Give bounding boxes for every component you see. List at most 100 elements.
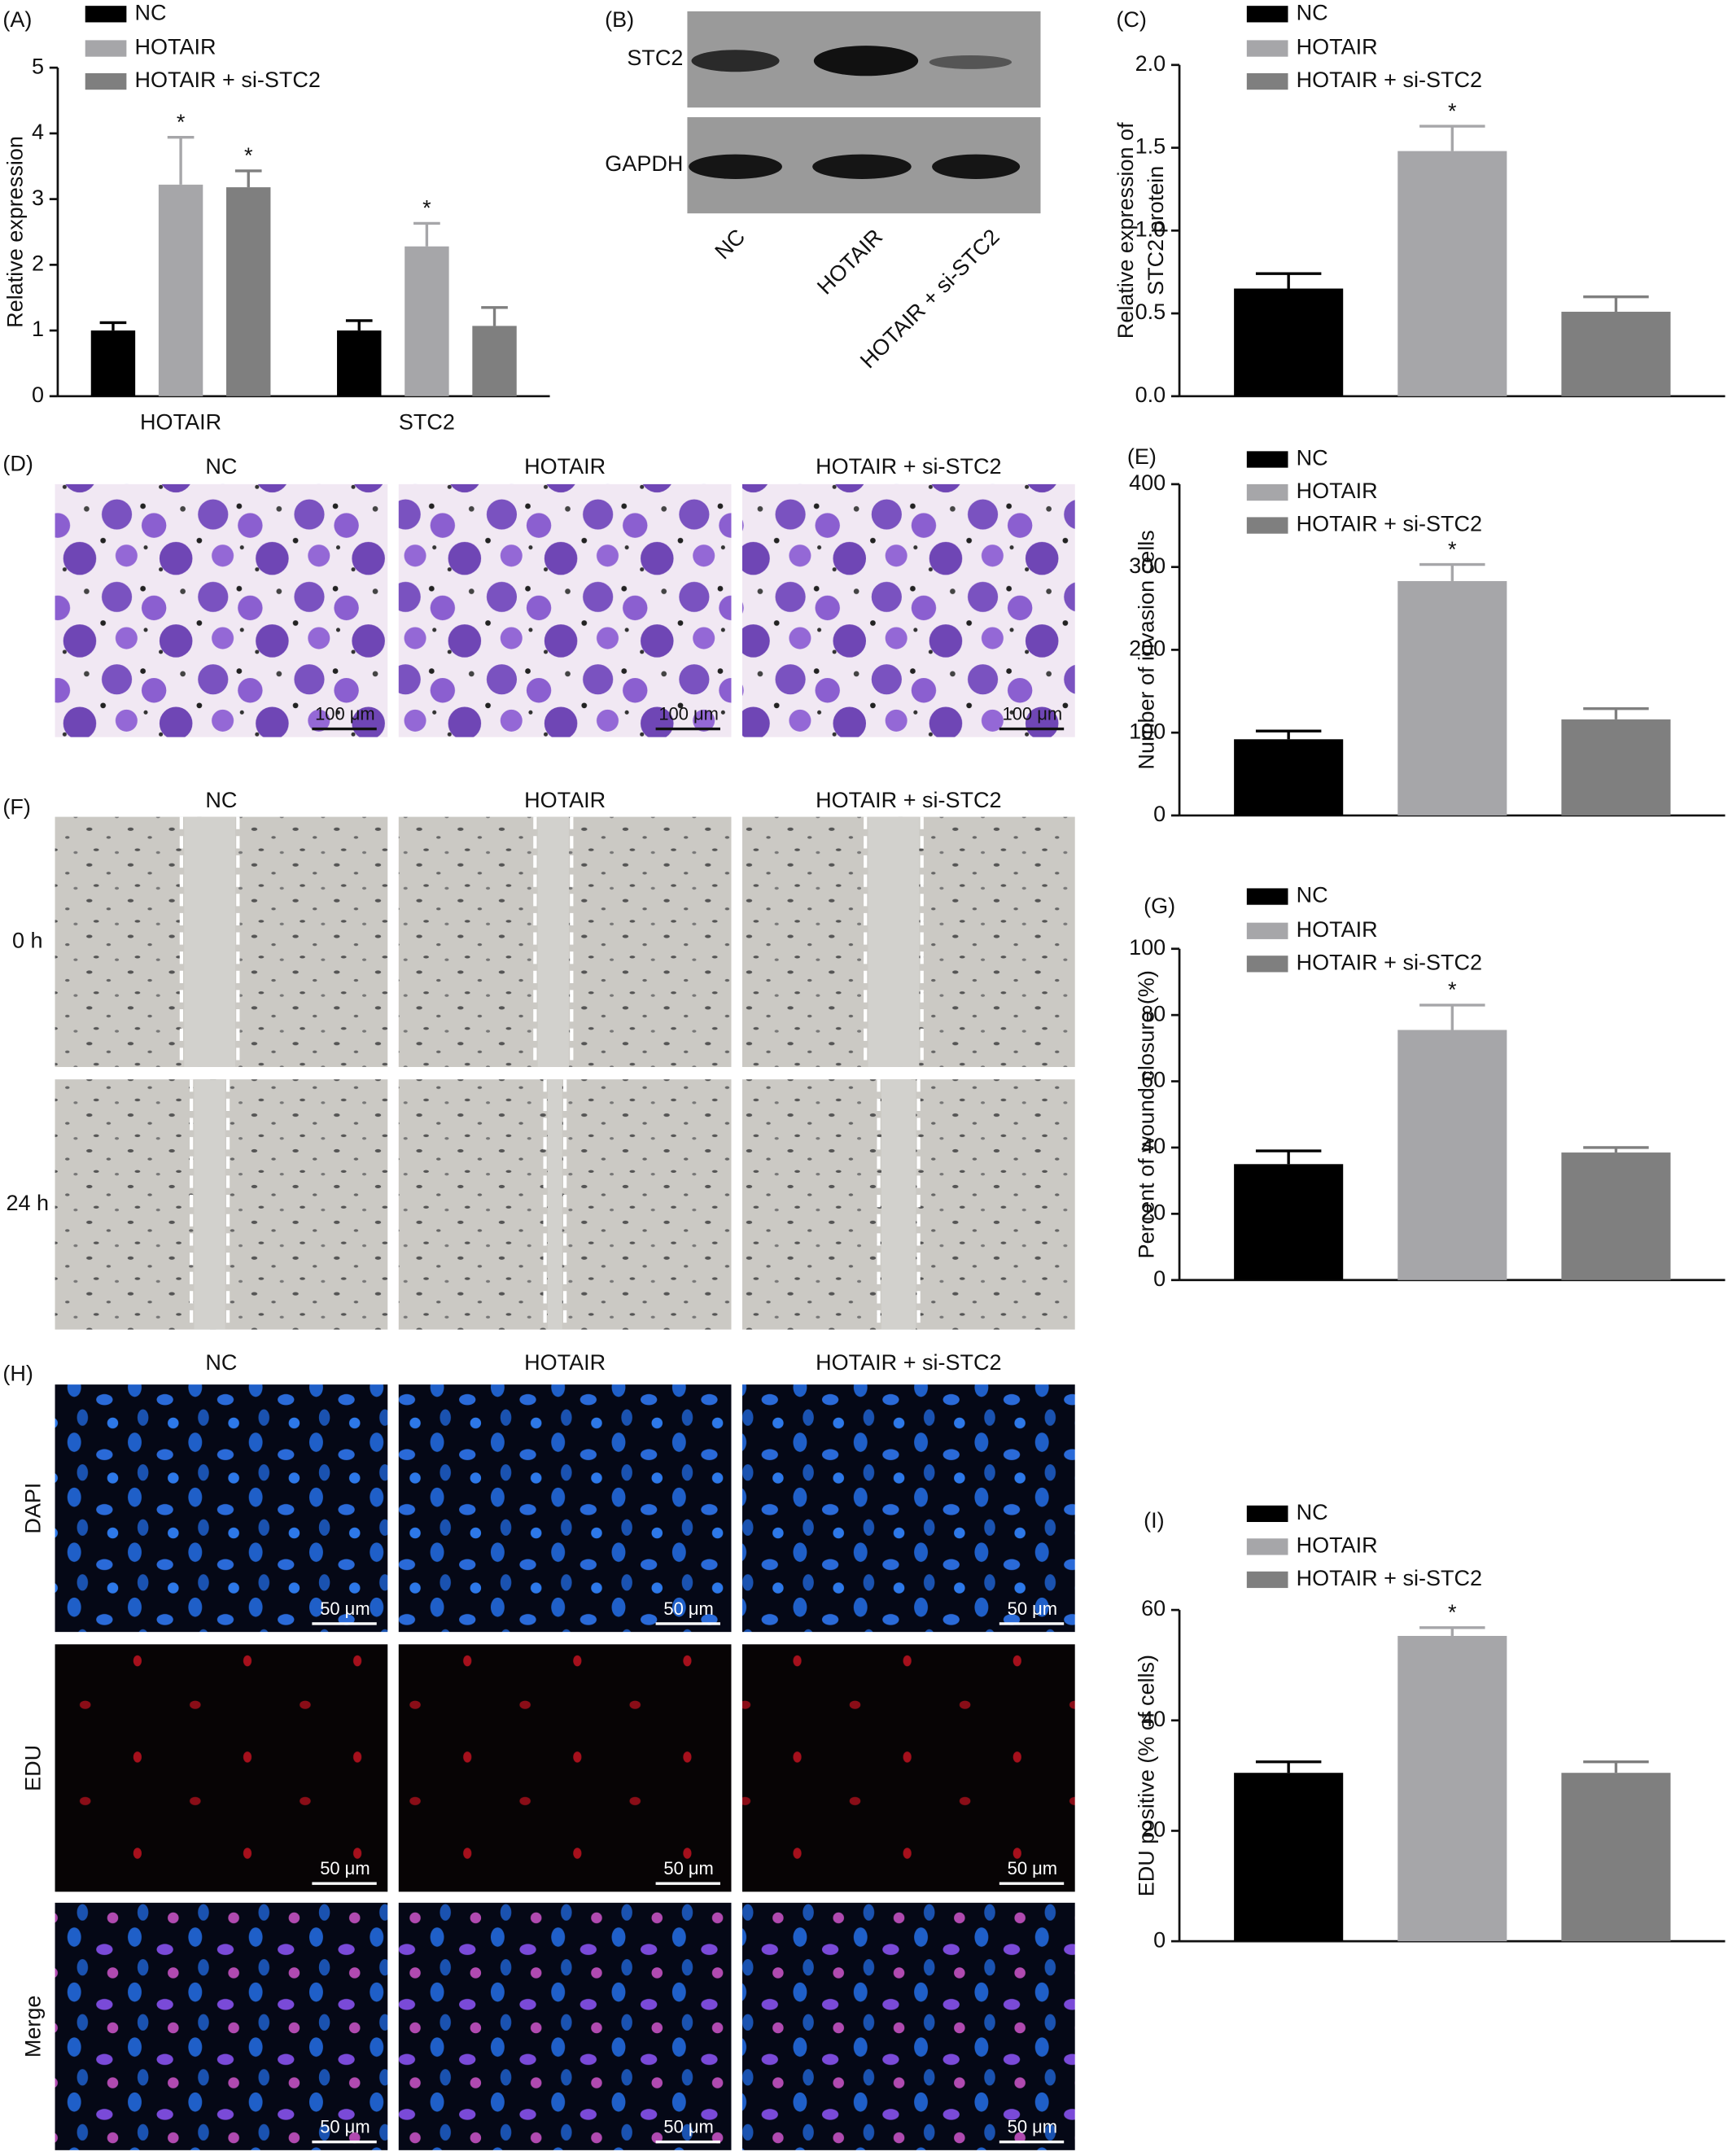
legend-label: HOTAIR + si-STC2 <box>1297 950 1482 974</box>
micrograph <box>742 483 1075 737</box>
scale-label: 50 μm <box>1008 1858 1057 1878</box>
blot-row-label: GAPDH <box>605 151 683 176</box>
legend-swatch <box>1246 6 1288 23</box>
bar <box>1234 1773 1344 1942</box>
blot-lane-label: NC <box>710 225 750 265</box>
legend-label: HOTAIR <box>1297 35 1378 59</box>
legend-swatch <box>1246 451 1288 468</box>
scale-label: 50 μm <box>663 2117 713 2137</box>
wound-gap <box>537 816 569 1067</box>
wound-gap <box>184 816 235 1067</box>
wound-gap <box>194 1079 225 1330</box>
y-tick-label: 200 <box>1129 636 1166 661</box>
legend-swatch <box>1246 956 1288 973</box>
scale-label: 50 μm <box>320 2117 370 2137</box>
blot-band <box>812 154 912 179</box>
legend-swatch <box>1246 1538 1288 1555</box>
bar <box>1561 312 1671 396</box>
column-title: HOTAIR + si-STC2 <box>816 1350 1001 1375</box>
bar <box>472 326 517 396</box>
blot-band <box>813 46 919 77</box>
y-axis-title: STC2 protein <box>1144 166 1168 295</box>
blot-row-label: STC2 <box>627 46 683 70</box>
column-title: HOTAIR + si-STC2 <box>816 454 1001 479</box>
panel-label: (E) <box>1127 444 1157 469</box>
micrograph <box>55 1902 388 2150</box>
legend-swatch <box>1246 72 1288 90</box>
column-title: NC <box>205 1350 237 1375</box>
bar <box>1397 1635 1507 1942</box>
y-tick-label: 3 <box>32 186 44 210</box>
panel-label: (C) <box>1116 7 1147 32</box>
row-label: EDU <box>20 1745 45 1791</box>
bar <box>1234 288 1344 396</box>
y-tick-label: 60 <box>1141 1068 1166 1092</box>
scale-label: 50 μm <box>320 1858 370 1878</box>
bar <box>1397 151 1507 396</box>
micrograph <box>55 1384 388 1633</box>
bar <box>1234 1164 1344 1280</box>
row-label: 0 h <box>12 928 43 952</box>
blot-band <box>932 154 1021 179</box>
legend-swatch <box>1246 1505 1288 1523</box>
scale-label: 50 μm <box>663 1598 713 1619</box>
bar <box>337 330 382 396</box>
blot-band <box>929 55 1013 69</box>
micrograph <box>398 1902 732 2150</box>
y-axis-title: Relative expression of <box>1113 122 1138 339</box>
legend-swatch <box>1246 922 1288 939</box>
significance-mark: * <box>1448 1600 1457 1625</box>
scale-label: 100 μm <box>658 703 719 724</box>
legend-swatch <box>85 40 127 57</box>
y-tick-label: 40 <box>1141 1134 1166 1158</box>
micrograph <box>742 1644 1075 1892</box>
bar <box>158 184 203 396</box>
y-tick-label: 100 <box>1129 935 1166 960</box>
legend-swatch <box>1246 888 1288 905</box>
y-tick-label: 80 <box>1141 1001 1166 1026</box>
legend-label: HOTAIR <box>135 35 216 59</box>
panel-label: (I) <box>1144 1508 1165 1533</box>
x-tick-label: STC2 <box>399 410 455 435</box>
scale-label: 50 μm <box>1008 1598 1057 1619</box>
y-tick-label: 0 <box>1153 1266 1166 1291</box>
panel-label: (G) <box>1144 894 1175 918</box>
column-title: HOTAIR <box>524 1350 606 1375</box>
legend-label: HOTAIR <box>1297 479 1378 503</box>
y-tick-label: 100 <box>1129 719 1166 743</box>
legend-label: HOTAIR <box>1297 1533 1378 1558</box>
legend-label: HOTAIR <box>1297 917 1378 942</box>
scale-label: 100 μm <box>1003 703 1063 724</box>
panel-label: (A) <box>2 7 32 32</box>
x-tick-label: HOTAIR <box>140 410 221 435</box>
legend-swatch <box>85 6 127 23</box>
wound-gap <box>547 1079 562 1330</box>
bar <box>1397 1030 1507 1280</box>
legend-swatch <box>1246 483 1288 501</box>
legend-label: NC <box>135 0 167 24</box>
wound-gap <box>868 816 920 1067</box>
micrograph <box>742 1902 1075 2150</box>
y-tick-label: 0.0 <box>1135 383 1166 407</box>
y-tick-label: 0 <box>1153 1927 1166 1952</box>
y-tick-label: 2 <box>32 251 44 275</box>
legend-label: HOTAIR + si-STC2 <box>1297 512 1482 536</box>
significance-mark: * <box>422 196 431 221</box>
bar <box>1234 739 1344 816</box>
legend-label: NC <box>1297 446 1328 470</box>
column-title: HOTAIR + si-STC2 <box>816 788 1001 812</box>
y-axis-title: Number of invasion cells <box>1134 530 1158 769</box>
scale-label: 50 μm <box>320 1598 370 1619</box>
significance-mark: * <box>177 110 186 134</box>
y-tick-label: 1.5 <box>1135 134 1166 159</box>
y-tick-label: 40 <box>1141 1707 1166 1731</box>
bar <box>1561 1773 1671 1942</box>
micrograph <box>55 483 388 737</box>
micrograph <box>742 1384 1075 1633</box>
legend-label: HOTAIR + si-STC2 <box>1297 1566 1482 1590</box>
panel-label: (B) <box>605 7 634 32</box>
wound-gap <box>881 1079 916 1330</box>
micrograph <box>55 1644 388 1892</box>
